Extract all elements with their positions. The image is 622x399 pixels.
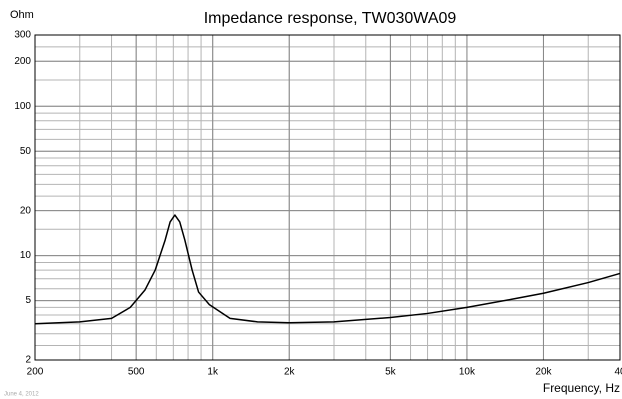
x-tick-label: 20k — [535, 367, 552, 378]
y-tick-label: 20 — [20, 205, 32, 216]
y-axis-label: Ohm — [10, 9, 34, 21]
plot-border — [34, 34, 621, 361]
chart-title: Impedance response, TW030WA09 — [204, 10, 457, 27]
y-tick-label: 10 — [20, 250, 32, 261]
x-tick-label: 40 — [614, 367, 622, 378]
x-tick-label: 10k — [459, 367, 476, 378]
y-tick-label: 5 — [25, 295, 31, 306]
y-tick-label: 50 — [20, 146, 32, 157]
x-tick-label: 500 — [128, 367, 145, 378]
y-tick-label: 100 — [14, 101, 31, 112]
impedance-line — [34, 214, 621, 325]
x-tick-label: 5k — [385, 367, 397, 378]
x-tick-label: 1k — [207, 367, 219, 378]
date: June 4, 2012 — [4, 392, 39, 398]
y-tick-label: 2 — [25, 355, 31, 366]
y-tick-label: 200 — [14, 56, 31, 67]
x-tick-label: 200 — [27, 367, 44, 378]
y-tick-label: 300 — [14, 30, 31, 41]
x-axis-label: Frequency, Hz — [543, 381, 620, 395]
x-tick-label: 2k — [284, 367, 296, 378]
